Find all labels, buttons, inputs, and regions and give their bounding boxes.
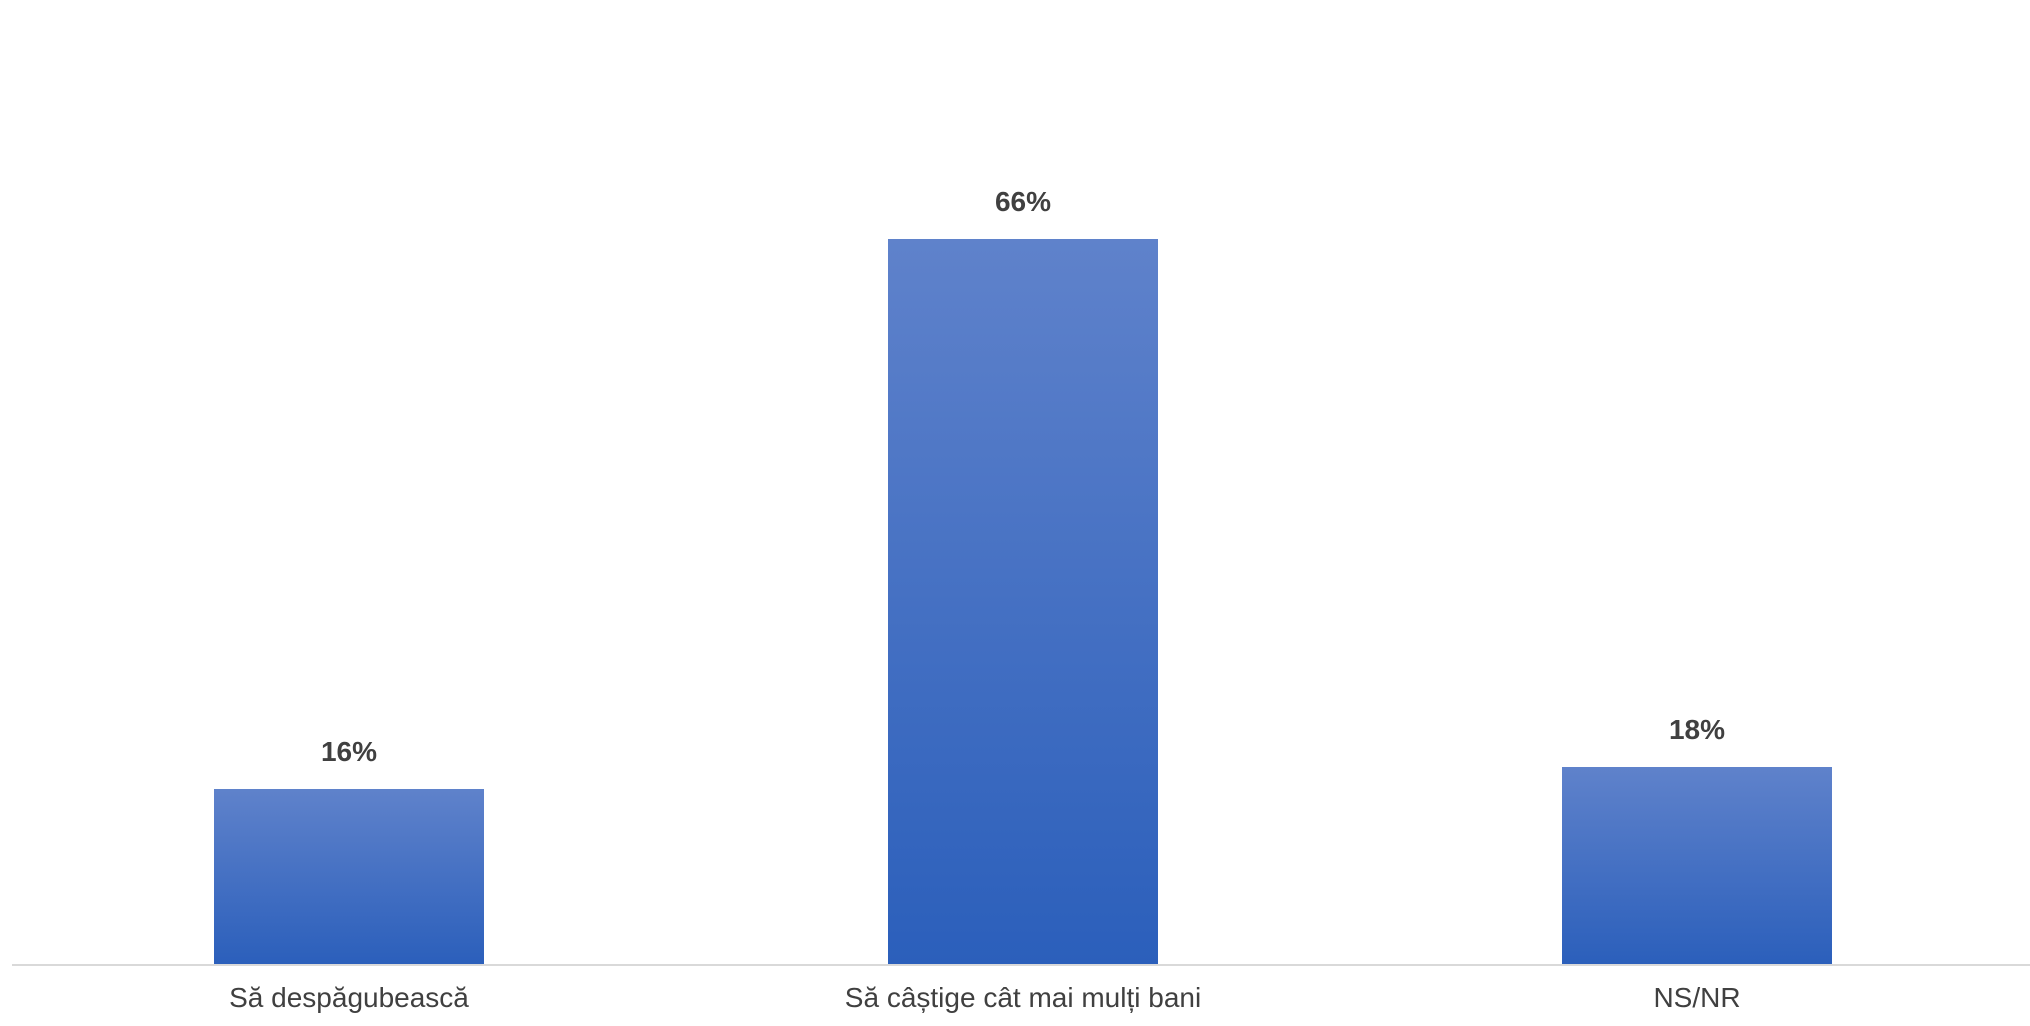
category-label-1: Să despăgubească xyxy=(229,982,469,1013)
category-labels-layer: Să despăgubească Să câștige cât mai mulți… xyxy=(229,982,1740,1013)
category-label-2: Să câștige cât mai mulți bani xyxy=(845,982,1201,1013)
data-label-2: 66% xyxy=(995,186,1051,217)
category-label-3: NS/NR xyxy=(1653,982,1740,1013)
bar-1 xyxy=(214,789,484,965)
bars-layer xyxy=(214,239,1832,965)
labels-layer: 16% 66% 18% xyxy=(321,186,1725,767)
data-label-3: 18% xyxy=(1669,714,1725,745)
bar-3 xyxy=(1562,767,1832,965)
bar-2 xyxy=(888,239,1158,965)
data-label-1: 16% xyxy=(321,736,377,767)
